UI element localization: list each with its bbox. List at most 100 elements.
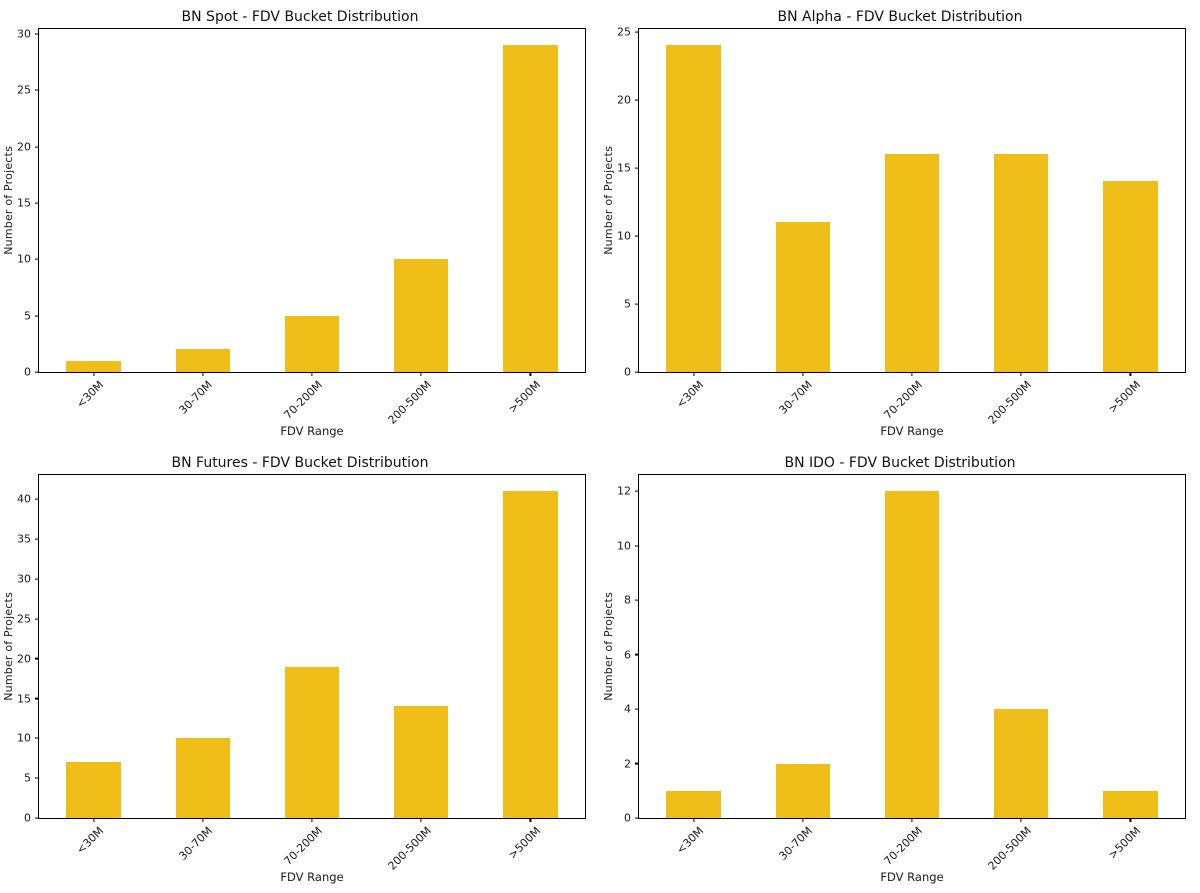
y-tick-mark	[35, 737, 39, 739]
bar-30-70m	[775, 763, 831, 818]
y-tick-label: 10	[617, 539, 631, 553]
y-tick-mark	[635, 762, 639, 765]
chart-bn-futures: BN Futures - FDV Bucket Distribution Num…	[0, 446, 600, 893]
y-tick-mark	[635, 545, 639, 547]
x-tick-mark	[1020, 818, 1022, 822]
x-tick-label: 30-70M	[176, 824, 216, 863]
chart-title: BN IDO - FDV Bucket Distribution	[784, 455, 1016, 471]
y-tick-mark	[635, 817, 639, 819]
y-axis-title-wrap: Number of Projects	[601, 474, 616, 819]
x-axis-title: FDV Range	[880, 424, 944, 438]
x-tick-label: 200-500M	[985, 378, 1034, 427]
x-tick-label: >500M	[505, 824, 543, 862]
x-tick-label: <30M	[73, 378, 107, 411]
x-tick-mark	[311, 818, 313, 822]
y-tick-mark	[35, 658, 39, 660]
y-tick-label: 25	[17, 83, 31, 97]
y-tick-label: 20	[617, 93, 631, 107]
bar-30m	[666, 45, 721, 372]
y-tick-label: 15	[617, 161, 631, 175]
bar-200-500m	[993, 709, 1049, 818]
x-tick-mark	[802, 372, 804, 376]
x-tick-mark	[1129, 818, 1131, 822]
y-tick-mark	[35, 371, 39, 373]
y-tick-label: 6	[624, 648, 631, 662]
x-tick-label: 70-200M	[881, 824, 925, 868]
y-tick-label: 40	[17, 492, 31, 506]
x-tick-mark	[802, 818, 804, 822]
y-tick-label: 0	[24, 365, 31, 379]
y-tick-mark	[635, 99, 639, 101]
x-tick-mark	[529, 372, 531, 376]
x-tick-mark	[911, 818, 913, 822]
y-tick-mark	[35, 697, 39, 700]
y-tick-mark	[35, 202, 39, 204]
y-tick-label: 20	[17, 652, 31, 666]
bar-70-200m	[284, 666, 340, 818]
y-tick-mark	[35, 538, 39, 540]
y-tick-label: 8	[624, 593, 631, 607]
bar-200-500m	[993, 154, 1049, 372]
y-tick-label: 15	[17, 692, 31, 705]
y-tick-mark	[35, 315, 39, 317]
x-tick-mark	[311, 372, 313, 376]
y-tick-label: 0	[24, 811, 31, 825]
x-tick-mark	[420, 372, 422, 376]
x-tick-label: 30-70M	[776, 378, 816, 417]
y-tick-mark	[35, 777, 39, 779]
bar-30m	[66, 762, 121, 818]
y-axis-title: Number of Projects	[602, 592, 615, 701]
bar-200-500m	[393, 259, 449, 372]
x-tick-label: 30-70M	[176, 378, 216, 417]
x-tick-mark	[529, 818, 531, 822]
y-tick-label: 5	[24, 309, 31, 323]
y-tick-label: 0	[624, 811, 631, 825]
x-tick-mark	[202, 818, 204, 822]
y-tick-mark	[35, 258, 39, 260]
y-axis-title-wrap: Number of Projects	[601, 28, 616, 373]
y-tick-mark	[35, 146, 39, 148]
x-tick-label: 70-200M	[281, 824, 325, 868]
y-tick-mark	[635, 654, 639, 656]
x-tick-label: 200-500M	[385, 378, 434, 427]
x-tick-mark	[202, 372, 204, 376]
x-axis-title: FDV Range	[280, 870, 344, 884]
y-tick-mark	[635, 303, 639, 305]
bar-30-70m	[175, 738, 231, 818]
chart-title: BN Alpha - FDV Bucket Distribution	[777, 9, 1023, 25]
y-tick-label: 10	[617, 229, 631, 243]
y-tick-label: 20	[17, 140, 31, 154]
bar-70-200m	[284, 315, 340, 372]
bar-500m	[1103, 181, 1158, 372]
x-tick-mark	[93, 372, 95, 376]
y-tick-label: 10	[17, 252, 31, 266]
plot-area-bn-alpha: 0 5 10 15 20 25 <30M 30-70M 70-200M 200-500M >500M	[617, 26, 1186, 427]
y-tick-mark	[35, 817, 39, 819]
x-tick-label: 70-200M	[881, 378, 925, 422]
x-axis-title: FDV Range	[880, 870, 944, 884]
y-tick-label: 35	[17, 532, 31, 546]
y-tick-label: 2	[624, 757, 631, 771]
y-tick-mark	[35, 618, 39, 620]
bar-70-200m	[884, 154, 940, 372]
y-tick-label: 12	[617, 484, 631, 498]
y-tick-mark	[35, 578, 39, 580]
x-tick-label: >500M	[505, 378, 543, 416]
x-tick-mark	[911, 372, 913, 376]
plot-area-bn-spot: 0 5 10 15 20 25 30 <30M 30-70M 70-200M 200-500M >50…	[17, 28, 586, 427]
y-tick-mark	[35, 89, 39, 91]
y-axis-title: Number of Projects	[2, 592, 15, 701]
y-tick-mark	[635, 371, 639, 373]
x-tick-mark	[693, 818, 695, 822]
y-axis-title-wrap: Number of Projects	[1, 474, 16, 819]
x-tick-mark	[1129, 372, 1131, 376]
chart-bn-alpha: BN Alpha - FDV Bucket Distribution Numbe…	[600, 0, 1200, 446]
y-tick-mark	[635, 490, 639, 492]
bar-70-200m	[884, 491, 940, 818]
bar-30m	[666, 790, 721, 818]
y-axis-title-wrap: Number of Projects	[1, 28, 16, 373]
y-tick-mark	[635, 708, 639, 710]
y-tick-label: 25	[617, 25, 631, 39]
y-tick-label: 0	[624, 365, 631, 379]
